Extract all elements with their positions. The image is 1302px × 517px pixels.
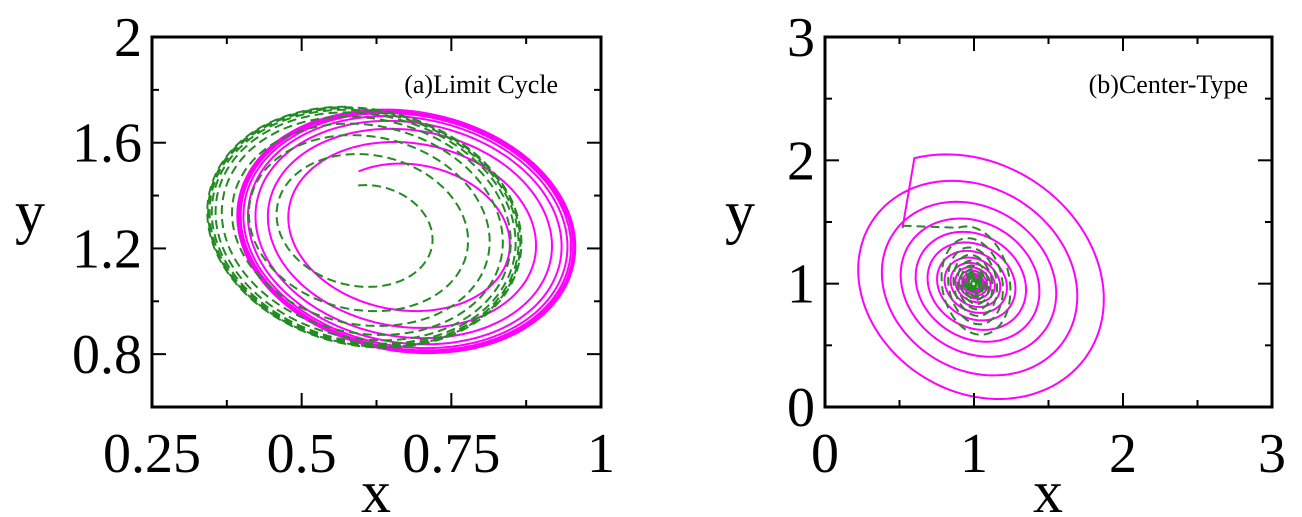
panel-b-series-group	[857, 153, 1105, 400]
panel-a-x-tick-label: 0.5	[267, 423, 337, 485]
panel-a-x-tick-label: 0.75	[402, 423, 500, 485]
panel-a-y-tick-label: 1.6	[72, 113, 142, 175]
panel-b-y-tick-label: 2	[787, 130, 815, 192]
panel-a-x-axis-title: x	[361, 459, 391, 517]
panel-b-x-tick-label: 1	[960, 423, 988, 485]
panel-b-x-tick-label: 0	[811, 423, 839, 485]
panel-a-title: (a)Limit Cycle	[404, 70, 558, 99]
panel-b-ticks: 0 1 2 3 0 1 2 3	[787, 7, 1286, 485]
panel-b-x-axis-title: x	[1033, 459, 1063, 517]
panel-a-series-magenta-solid-line	[236, 108, 577, 355]
panel-b-y-tick-label: 1	[787, 254, 815, 316]
panel-a-y-tick-label: 2	[114, 7, 142, 69]
panel-a-y-tick-label: 1.2	[72, 218, 142, 280]
panel-b-title: (b)Center-Type	[1089, 70, 1248, 99]
panel-b-y-axis-title: y	[725, 179, 755, 245]
panel-a-limit-cycle: 0.25 0.5 0.75 10.81.21.62 (a)Limit Cycle x …	[15, 7, 615, 517]
panel-b-x-tick-label: 2	[1109, 423, 1137, 485]
panel-a-x-tick-label: 1	[587, 423, 615, 485]
panel-b-y-tick-label: 3	[787, 7, 815, 69]
panel-a-series-group	[206, 105, 577, 355]
panel-b-y-tick-label: 0	[787, 377, 815, 439]
panel-a-y-tick-label: 0.8	[72, 324, 142, 386]
panel-a-y-axis-title: y	[15, 179, 45, 245]
panel-a-ticks: 0.25 0.5 0.75 1 0.8 1.2 1.6 2	[72, 7, 615, 485]
panel-b-center-type: 0 1 2 3 0 1 2 3 (b)Center-Type x y	[725, 7, 1286, 517]
panel-a-x-tick-label: 0.25	[103, 423, 201, 485]
panel-b-x-tick-label: 3	[1258, 423, 1286, 485]
panel-b-series-green-dashed-line	[902, 224, 1012, 336]
panel-a-series-green-dashed-line	[206, 105, 523, 349]
